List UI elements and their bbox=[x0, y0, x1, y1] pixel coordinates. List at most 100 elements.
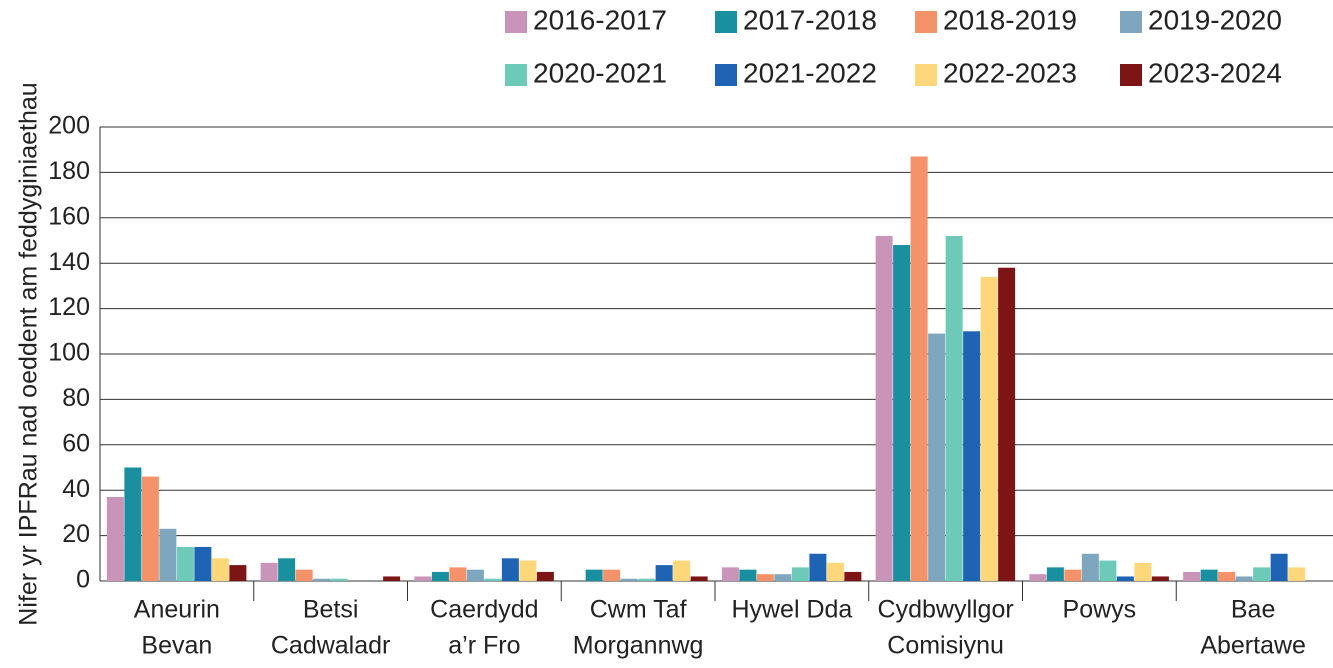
bar bbox=[1183, 571, 1201, 581]
bar bbox=[980, 276, 998, 581]
bar bbox=[1046, 567, 1064, 581]
x-tick-label: Caerdydd bbox=[430, 596, 538, 624]
bar bbox=[414, 576, 432, 581]
bar bbox=[638, 578, 656, 581]
x-tick-label: Morgannwg bbox=[573, 632, 704, 660]
bar bbox=[159, 528, 177, 581]
legend-label: 2020-2021 bbox=[533, 57, 667, 88]
x-tick-label: Hywel Dda bbox=[731, 596, 852, 624]
bar bbox=[998, 267, 1016, 581]
bar bbox=[603, 569, 621, 581]
x-tick-label: Abertawe bbox=[1200, 632, 1306, 660]
bar bbox=[260, 562, 278, 581]
bar bbox=[1029, 574, 1047, 581]
bar bbox=[1064, 569, 1082, 581]
bar bbox=[1288, 567, 1306, 581]
legend-swatch bbox=[715, 11, 737, 33]
bar bbox=[963, 331, 981, 581]
legend-swatch bbox=[1120, 64, 1142, 86]
bar bbox=[1270, 553, 1288, 581]
x-tick-label: Cydbwyllgor bbox=[878, 596, 1014, 624]
bar bbox=[449, 567, 467, 581]
bar bbox=[1081, 553, 1099, 581]
bar bbox=[313, 578, 331, 581]
bar bbox=[893, 245, 911, 582]
bar bbox=[1200, 569, 1218, 581]
legend-label: 2018-2019 bbox=[943, 4, 1077, 35]
bar bbox=[620, 578, 638, 581]
x-tick-label: Aneurin bbox=[134, 596, 220, 624]
bar bbox=[655, 565, 673, 581]
bar bbox=[194, 546, 212, 581]
y-tick-label: 140 bbox=[48, 248, 90, 276]
y-tick-label: 180 bbox=[48, 157, 90, 185]
bar bbox=[875, 235, 893, 581]
bar bbox=[809, 553, 827, 581]
bar bbox=[690, 576, 708, 581]
bar bbox=[1235, 576, 1253, 581]
bar bbox=[721, 567, 739, 581]
bar bbox=[910, 156, 928, 581]
bar bbox=[141, 476, 159, 581]
y-tick-label: 160 bbox=[48, 202, 90, 230]
y-axis-label: Nifer yr IPFRau nad oeddent am feddygini… bbox=[15, 82, 43, 625]
legend-label: 2023-2024 bbox=[1148, 57, 1282, 88]
legend-swatch bbox=[505, 64, 527, 86]
bar bbox=[466, 569, 484, 581]
bar bbox=[844, 571, 862, 581]
bar bbox=[278, 558, 296, 581]
bar bbox=[484, 578, 502, 581]
bar bbox=[330, 578, 348, 581]
legend-swatch bbox=[915, 64, 937, 86]
bar bbox=[673, 560, 691, 581]
bar bbox=[295, 569, 313, 581]
bar bbox=[1253, 567, 1271, 581]
x-tick-label: a’r Fro bbox=[448, 632, 520, 660]
bar bbox=[1218, 571, 1236, 581]
y-tick-label: 60 bbox=[62, 429, 90, 457]
x-tick-label: Powys bbox=[1063, 596, 1137, 624]
x-tick-label: Betsi bbox=[303, 596, 359, 624]
bar bbox=[739, 569, 757, 581]
legend-label: 2021-2022 bbox=[743, 57, 877, 88]
bar bbox=[1099, 560, 1117, 581]
legend-label: 2017-2018 bbox=[743, 4, 877, 35]
y-tick-label: 20 bbox=[62, 520, 90, 548]
x-tick-label: Bevan bbox=[141, 632, 212, 660]
y-tick-label: 200 bbox=[48, 112, 90, 140]
bar bbox=[928, 333, 946, 581]
x-tick-label: Bae bbox=[1231, 596, 1275, 624]
y-tick-label: 120 bbox=[48, 293, 90, 321]
y-tick-label: 100 bbox=[48, 339, 90, 367]
x-tick-label: Cadwaladr bbox=[271, 632, 391, 660]
y-tick-label: 80 bbox=[62, 384, 90, 412]
bar bbox=[1134, 562, 1152, 581]
legend-label: 2019-2020 bbox=[1148, 4, 1282, 35]
bar bbox=[536, 571, 554, 581]
bar bbox=[431, 571, 449, 581]
bar bbox=[1151, 576, 1169, 581]
y-tick-label: 0 bbox=[76, 566, 90, 594]
bar bbox=[826, 562, 844, 581]
legend-swatch bbox=[915, 11, 937, 33]
bar bbox=[501, 558, 519, 581]
bar bbox=[756, 574, 774, 581]
bar bbox=[519, 560, 537, 581]
bar bbox=[176, 546, 194, 581]
legend-label: 2022-2023 bbox=[943, 57, 1077, 88]
y-tick-label: 40 bbox=[62, 475, 90, 503]
bar bbox=[791, 567, 809, 581]
bar bbox=[383, 576, 401, 581]
bar bbox=[774, 574, 792, 581]
bar bbox=[945, 235, 963, 581]
bar bbox=[124, 467, 142, 581]
bar bbox=[1116, 576, 1134, 581]
legend-swatch bbox=[715, 64, 737, 86]
legend-label: 2016-2017 bbox=[533, 4, 667, 35]
bar bbox=[585, 569, 603, 581]
bar bbox=[106, 497, 124, 581]
x-tick-label: Cwm Taf bbox=[590, 596, 687, 624]
bar bbox=[211, 558, 229, 581]
bar bbox=[229, 565, 247, 581]
